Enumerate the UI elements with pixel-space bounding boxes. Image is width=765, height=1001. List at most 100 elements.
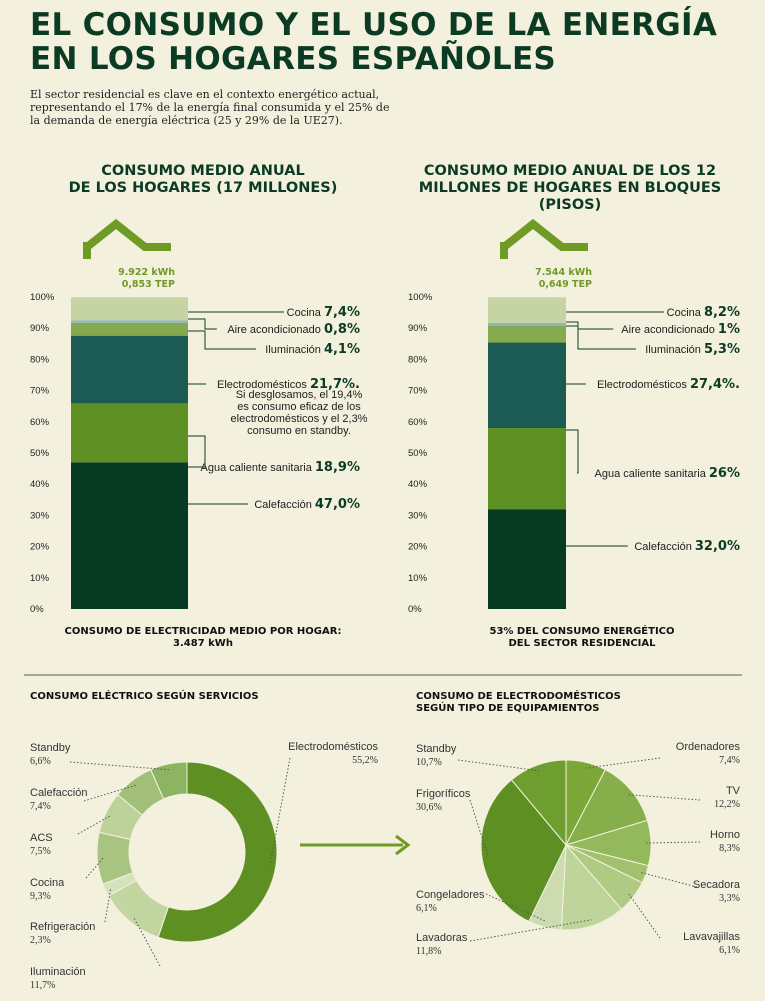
bar1-label-cocina-value: 7,4% — [324, 305, 360, 320]
pie1-leader-acs — [77, 814, 112, 835]
pie1-leader-cocina — [85, 857, 104, 879]
bar2-label-calefaccion-name: Calefacción — [634, 541, 695, 553]
pie2-title-line-2: SEGÚN TIPO DE EQUIPAMIENTOS — [416, 701, 599, 714]
bar2-title-line-3: (PISOS) — [539, 197, 602, 213]
pie2-value-lavadoras: 11,8% — [416, 946, 441, 957]
bar2-y-tick: 30% — [408, 510, 428, 521]
bar2-title-line-2: MILLONES DE HOGARES EN BLOQUES — [419, 180, 721, 196]
bar2-leader-agua-caliente-sanitaria — [566, 429, 579, 474]
pie1-leader-electrodomesticos — [269, 757, 291, 866]
bar2-y-tick: 60% — [408, 417, 428, 428]
pie1-slice-standby — [150, 761, 188, 800]
pie2-leader-horno — [644, 841, 701, 844]
pie1-label-electrodomesticos: Electrodomésticos — [288, 741, 378, 753]
pie2-label-horno: Horno — [710, 829, 740, 841]
bar2-label-cocina-value: 8,2% — [704, 305, 740, 320]
pie2-value-tv: 12,2% — [714, 799, 740, 810]
page-title-line-1: EL CONSUMO Y EL USO DE LA ENERGÍA — [30, 7, 718, 43]
bar1-note-line-3: electrodomésticos y el 2,3% — [231, 413, 368, 425]
pie2-value-ordenadores: 7,4% — [719, 755, 740, 766]
bar2-label-cocina: Cocina 8,2% — [667, 305, 740, 320]
bar1-note-line-2: es consumo eficaz de los — [237, 401, 361, 413]
bar1-label-calefaccion: Calefacción 47,0% — [254, 497, 360, 512]
bar2-label-calefaccion-value: 32,0% — [695, 539, 740, 554]
pie2-value-congeladores: 6,1% — [416, 903, 437, 914]
pie1-label-cocina: Cocina — [30, 877, 65, 889]
bar1-y-tick: 50% — [30, 448, 50, 459]
bar1-label-agua-caliente-sanitaria-name: Agua caliente sanitaria — [201, 462, 315, 474]
bar1-label-agua-caliente-sanitaria-value: 18,9% — [315, 460, 360, 475]
pie1-slice-electrodomesticos — [157, 761, 278, 943]
pie2-leader-frigorificos — [469, 799, 489, 855]
bar2-y-tick: 90% — [408, 323, 428, 334]
bar2-house-icon — [500, 218, 588, 259]
pie1-value-electrodomesticos: 55,2% — [352, 755, 378, 766]
bar2-label-agua-caliente-sanitaria-value: 26% — [709, 466, 740, 481]
bar2-y-tick: 0% — [408, 604, 422, 615]
pie2-title-line-1: CONSUMO DE ELECTRODOMÉSTICOS — [416, 689, 621, 702]
pie2-leader-ordenadores — [584, 757, 661, 769]
pie2-label-ordenadores: Ordenadores — [676, 741, 741, 753]
bar1-label-iluminacion-name: Iluminación — [265, 344, 324, 356]
intro-paragraph: El sector residencial es clave en el con… — [30, 88, 390, 127]
bar1-y-tick: 100% — [30, 292, 55, 303]
bar1-label-iluminacion: Iluminación 4,1% — [265, 342, 360, 357]
pie1-label-iluminacion: Iluminación — [30, 966, 86, 978]
pie1-label-acs: ACS — [30, 832, 53, 844]
bar2-segment-electrodomesticos — [488, 342, 566, 429]
pie2-label-secadora: Secadora — [693, 879, 741, 891]
pie1-label-calefaccion: Calefacción — [30, 787, 87, 799]
bar1-label-electrodomesticos: Electrodomésticos 21,7%. — [217, 377, 360, 392]
bar1-label-cocina: Cocina 7,4% — [287, 305, 360, 320]
bar2-y-tick: 40% — [408, 479, 428, 490]
bar2-label-aire-acondicionado: Aire acondicionado 1% — [621, 322, 740, 337]
bar2-y-tick: 10% — [408, 573, 428, 584]
bar1-y-tick: 40% — [30, 479, 50, 490]
bar1-y-tick: 90% — [30, 323, 50, 334]
bar2-y-tick: 80% — [408, 354, 428, 365]
bar1-label-aire-acondicionado: Aire acondicionado 0,8% — [227, 322, 360, 337]
bar1-segment-calefaccion — [71, 462, 188, 609]
pie1-value-cocina: 9,3% — [30, 891, 51, 902]
bar2-segment-cocina — [488, 297, 566, 323]
bar2-segment-agua-caliente-sanitaria — [488, 428, 566, 510]
bar1-y-tick: 60% — [30, 417, 50, 428]
bar2-label-aire-acondicionado-value: 1% — [718, 322, 740, 337]
bar1-kwh-label: 9.922 kWh — [118, 267, 175, 278]
bar1-segment-electrodomesticos — [71, 335, 188, 404]
bar1-y-tick: 10% — [30, 573, 50, 584]
bar1-label-electrodomesticos-value: 21,7%. — [310, 377, 360, 392]
bar1-y-tick: 70% — [30, 386, 50, 397]
bar1-y-tick: 0% — [30, 604, 44, 615]
bar1-segment-aire-acondicionado — [71, 320, 188, 323]
bar2-footer-line-1: 53% DEL CONSUMO ENERGÉTICO — [489, 624, 674, 637]
pie1-leader-iluminacion — [132, 916, 161, 967]
bar1-leader-agua-caliente-sanitaria — [180, 435, 206, 468]
bar1-title-line-2: DE LOS HOGARES (17 MILLONES) — [69, 180, 338, 196]
arrow-head-icon — [395, 834, 411, 856]
pie2-leader-lavavajillas — [628, 893, 661, 939]
bar1-tep-label: 0,853 TEP — [122, 279, 175, 290]
bar2-y-tick: 70% — [408, 386, 428, 397]
pie2-value-horno: 8,3% — [719, 843, 740, 854]
pie2-leader-lavadoras — [469, 919, 592, 942]
bar1-segment-cocina — [71, 297, 188, 321]
pie1-title-line-1: CONSUMO ELÉCTRICO SEGÚN SERVICIOS — [30, 689, 259, 702]
bar2-label-agua-caliente-sanitaria-name: Agua caliente sanitaria — [595, 468, 709, 480]
pie1-value-iluminacion: 11,7% — [30, 980, 55, 991]
bar2-y-tick: 20% — [408, 542, 428, 553]
pie1-label-standby: Standby — [30, 742, 71, 754]
pie2-value-secadora: 3,3% — [719, 893, 740, 904]
pie1-value-refrigeracion: 2,3% — [30, 935, 51, 946]
bar1-title-line-1: CONSUMO MEDIO ANUAL — [101, 163, 304, 179]
bar1-y-tick: 30% — [30, 510, 50, 521]
bar1-label-electrodomesticos-name: Electrodomésticos — [217, 379, 310, 391]
pie1-value-calefaccion: 7,4% — [30, 801, 51, 812]
pie1-label-refrigeracion: Refrigeración — [30, 921, 95, 933]
bar2-kwh-label: 7.544 kWh — [535, 267, 592, 278]
bar2-label-calefaccion: Calefacción 32,0% — [634, 539, 740, 554]
bar2-title-line-1: CONSUMO MEDIO ANUAL DE LOS 12 — [424, 163, 716, 179]
bar1-leader-iluminacion — [188, 330, 256, 350]
bar1-segment-agua-caliente-sanitaria — [71, 403, 188, 463]
